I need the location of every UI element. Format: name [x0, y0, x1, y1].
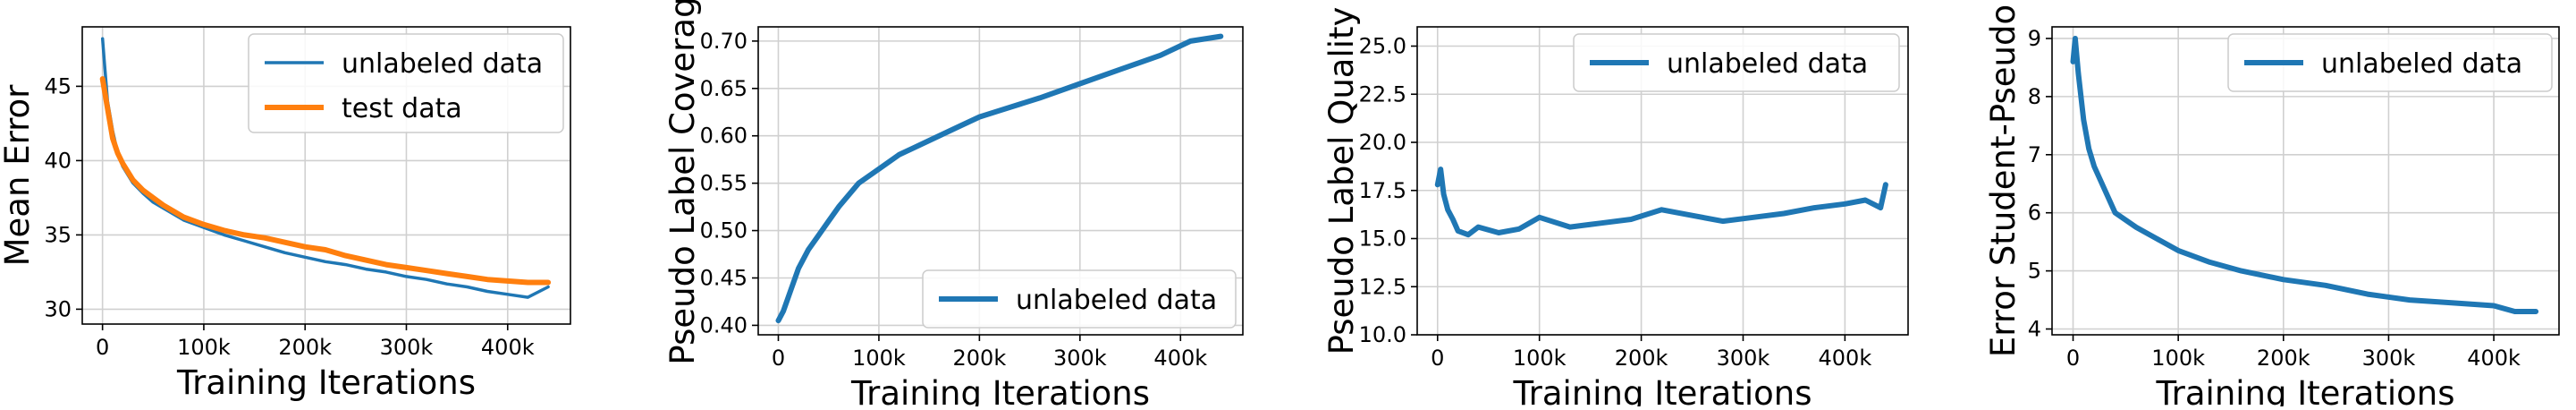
y-tick-label: 0.60 [700, 124, 747, 149]
x-axis-label: Training Iterations [2156, 374, 2455, 406]
y-tick-label: 0.70 [700, 29, 747, 54]
y-tick-label: 15.0 [1359, 226, 1406, 252]
y-tick-label: 4 [2028, 317, 2041, 342]
series-line-1 [775, 33, 1224, 324]
x-tick-label: 400k [481, 335, 535, 360]
x-axis-label: Training Iterations [176, 363, 476, 402]
axes-frame [2051, 26, 2560, 336]
y-tick-label: 8 [2028, 84, 2041, 109]
x-tick-label: 0 [1431, 346, 1444, 371]
series-line-1 [1434, 167, 1888, 238]
y-tick-label: 7 [2028, 142, 2041, 167]
x-tick-label: 400k [2467, 346, 2521, 371]
x-tick-label: 200k [953, 346, 1007, 371]
x-tick-label: 300k [2362, 346, 2416, 371]
y-tick-label: 40 [44, 148, 72, 173]
y-tick-label: 45 [44, 73, 72, 98]
y-tick-label: 22.5 [1359, 81, 1406, 107]
x-tick-label: 100k [177, 335, 231, 360]
series-line-2 [99, 76, 552, 286]
x-tick-label: 100k [2151, 346, 2205, 371]
legend-box [1573, 33, 1900, 92]
x-tick-label: 0 [772, 346, 785, 371]
y-axis-label: Error Student-Pseudo [1984, 4, 2023, 357]
y-axis-label: Pseudo Label Coverag [663, 0, 702, 365]
axes-frame [81, 26, 571, 325]
legend-label: test data [342, 93, 462, 124]
y-tick-label: 30 [44, 296, 72, 321]
chart-2: 0 100k 200k 300k 400k 0.40 0.45 0.50 0.55 0.60 0.6… [663, 0, 1244, 410]
y-tick-label: 35 [44, 222, 72, 247]
y-tick-label: 17.5 [1359, 178, 1406, 203]
x-tick-label: 300k [1717, 346, 1770, 371]
x-axis-label: Training Iterations [1513, 374, 1812, 406]
legend-box [922, 269, 1237, 329]
y-axis-label: Pseudo Label Quality [1322, 7, 1361, 355]
y-tick-label: 6 [2028, 201, 2041, 226]
x-tick-label: 100k [852, 346, 906, 371]
legend-box [2227, 33, 2553, 92]
y-tick-label: 20.0 [1359, 130, 1406, 155]
x-axis-label: Training Iterations [850, 374, 1150, 406]
axes-frame [1416, 26, 1909, 336]
x-tick-label: 200k [278, 335, 332, 360]
chart-4: 0 100k 200k 300k 400k 4 5 6 7 8 9 Training Iteratio… [1984, 4, 2560, 410]
y-tick-label: 12.5 [1359, 274, 1406, 299]
x-tick-label: 300k [1053, 346, 1107, 371]
x-tick-label: 100k [1513, 346, 1567, 371]
chart-1: 0 100k 200k 300k 400k 30 35 40 45 Training Iterat… [0, 26, 571, 402]
x-tick-label: 0 [96, 335, 109, 360]
y-tick-label: 0.55 [700, 171, 747, 196]
y-tick-label: 0.65 [700, 76, 747, 101]
series-line-1 [2070, 36, 2539, 314]
y-tick-label: 25.0 [1359, 34, 1406, 59]
y-tick-label: 0.40 [700, 312, 747, 337]
x-tick-label: 200k [2257, 346, 2310, 371]
legend-label: unlabeled data [1667, 48, 1868, 80]
y-tick-label: 10.0 [1359, 322, 1406, 347]
x-tick-label: 200k [1615, 346, 1668, 371]
axes-frame [757, 26, 1244, 336]
chart-3: 0 100k 200k 300k 400k 10.0 12.5 15.0 17.5 20.0 22.… [1322, 7, 1909, 410]
y-tick-label: 5 [2028, 259, 2041, 284]
legend-label: unlabeled data [1016, 285, 1217, 316]
y-axis-label: Mean Error [0, 84, 37, 267]
y-tick-label: 0.45 [700, 265, 747, 290]
legend-label: unlabeled data [342, 48, 543, 80]
y-tick-label: 9 [2028, 26, 2041, 51]
legend-box [248, 33, 564, 133]
legend-label: unlabeled data [2321, 48, 2522, 80]
x-tick-label: 0 [2066, 346, 2080, 371]
x-tick-label: 400k [1819, 346, 1872, 371]
y-tick-label: 0.50 [700, 218, 747, 243]
x-tick-label: 400k [1153, 346, 1207, 371]
x-tick-label: 300k [380, 335, 434, 360]
